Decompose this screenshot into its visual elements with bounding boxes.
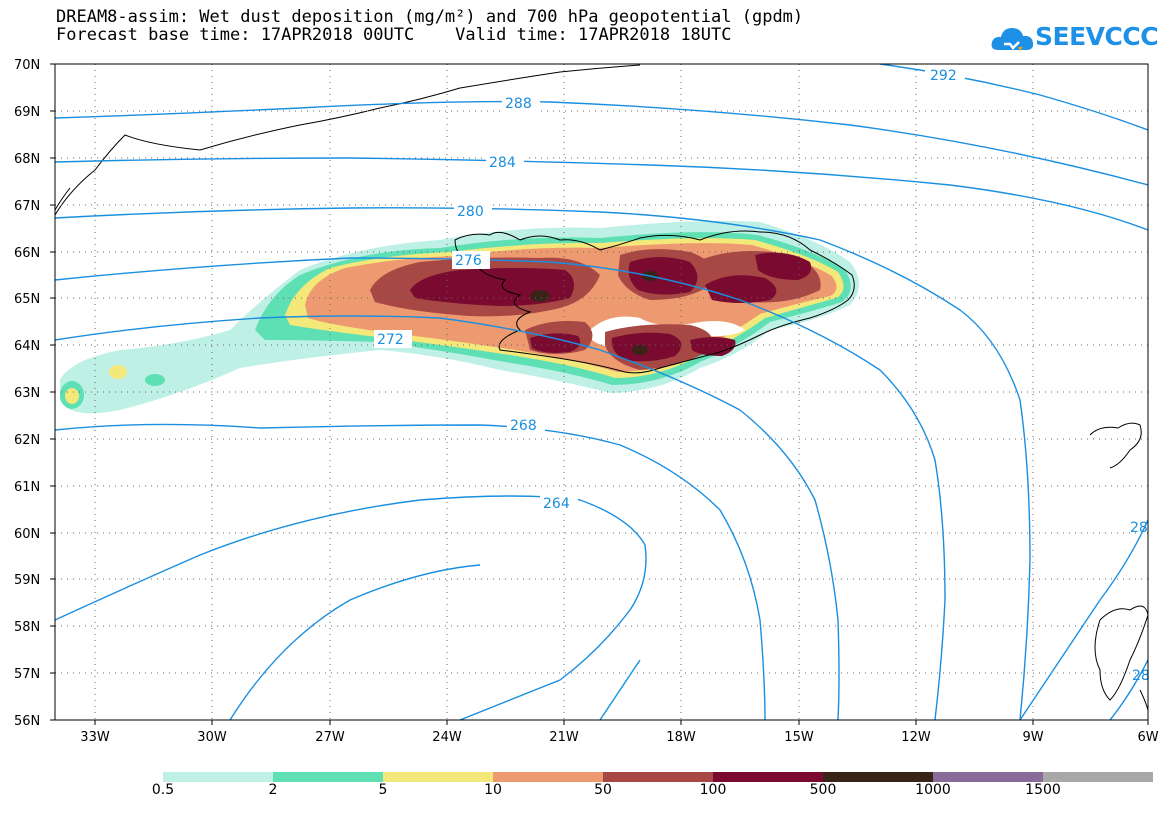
- lat-label: 61N: [14, 480, 40, 495]
- contour-label-284: 284: [489, 155, 516, 171]
- legend-swatch: [493, 772, 603, 782]
- contour-label-280: 280: [457, 204, 484, 220]
- lon-label: 30W: [197, 730, 227, 745]
- legend-swatch: [273, 772, 383, 782]
- lat-label: 69N: [14, 105, 40, 120]
- lat-label: 60N: [14, 527, 40, 542]
- lat-label: 62N: [14, 433, 40, 448]
- legend-label: 10: [484, 782, 502, 798]
- contour-label-276: 276: [455, 253, 482, 269]
- contour-labels: 292 288 284 280 276 272 268 264 28 28: [374, 64, 1150, 684]
- contour-label-272: 272: [377, 332, 404, 348]
- contour-272: [55, 315, 840, 720]
- lat-label: 68N: [14, 152, 40, 167]
- contour-east-2: [1109, 659, 1148, 720]
- contour-284: [55, 157, 1148, 231]
- legend-label: 500: [809, 782, 837, 798]
- legend-label: 5: [378, 782, 388, 798]
- lat-label: 56N: [14, 714, 40, 729]
- legend-swatch: [823, 772, 933, 782]
- legend-swatch: [603, 772, 713, 782]
- lon-label: 6W: [1137, 730, 1158, 745]
- lon-label: 12W: [901, 730, 931, 745]
- contour-label-east-1: 28: [1130, 520, 1148, 536]
- contour-292: [879, 64, 1148, 131]
- lon-label: 9W: [1022, 730, 1043, 745]
- logo-text: SEEVCCC: [1035, 22, 1159, 51]
- lon-label: 27W: [315, 730, 345, 745]
- contour-268: [55, 423, 766, 720]
- cloud-logo-icon: [990, 20, 1150, 60]
- lon-label: 21W: [549, 730, 579, 745]
- lon-label: 33W: [80, 730, 110, 745]
- legend-label: 0.5: [151, 782, 175, 798]
- chart-title: DREAM8-assim: Wet dust deposition (mg/m²…: [56, 7, 804, 27]
- legend-label: 100: [699, 782, 727, 798]
- legend-label: 1500: [1025, 782, 1061, 798]
- legend-label: 2: [268, 782, 278, 798]
- contour-label-east-2: 28: [1132, 668, 1150, 684]
- lon-label: 15W: [784, 730, 814, 745]
- legend-swatch: [163, 772, 273, 782]
- coastline-layer: [55, 64, 1148, 711]
- contour-264: [55, 495, 647, 720]
- legend-label: 50: [594, 782, 612, 798]
- contour-east-1: [1019, 519, 1148, 720]
- legend-label: 1000: [915, 782, 951, 798]
- lat-label: 70N: [14, 58, 40, 73]
- contour-label-292: 292: [930, 68, 957, 84]
- contour-264-inner: [229, 564, 481, 720]
- lat-label: 67N: [14, 199, 40, 214]
- lat-label: 63N: [14, 386, 40, 401]
- color-legend: [163, 772, 1153, 782]
- contour-label-288: 288: [505, 96, 532, 112]
- graticule: [55, 64, 1148, 720]
- chart-subtitle: Forecast base time: 17APR2018 00UTC Vali…: [56, 25, 732, 45]
- dust-deposition-field: [60, 220, 859, 414]
- legend-swatch: [383, 772, 493, 782]
- contour-288: [55, 100, 1148, 186]
- lat-label: 66N: [14, 246, 40, 261]
- contour-280: [55, 207, 1031, 720]
- lat-label: 64N: [14, 339, 40, 354]
- legend-swatch: [933, 772, 1043, 782]
- lat-label: 57N: [14, 667, 40, 682]
- contour-268-inner: [599, 659, 641, 720]
- lon-axis: 33W 30W 27W 24W 21W 18W 15W 12W 9W 6W: [80, 720, 1159, 745]
- legend-swatch: [1043, 772, 1153, 782]
- lat-axis: 70N 69N 68N 67N 66N 65N 64N 63N 62N 61N …: [14, 58, 55, 729]
- contour-276: [55, 257, 946, 720]
- legend-swatch: [713, 772, 823, 782]
- lat-label: 58N: [14, 620, 40, 635]
- lon-label: 18W: [666, 730, 696, 745]
- geopotential-contours: [55, 64, 1148, 720]
- contour-label-268: 268: [510, 418, 537, 434]
- contour-label-264: 264: [543, 496, 570, 512]
- lon-label: 24W: [432, 730, 462, 745]
- lat-label: 65N: [14, 292, 40, 307]
- lat-label: 59N: [14, 573, 40, 588]
